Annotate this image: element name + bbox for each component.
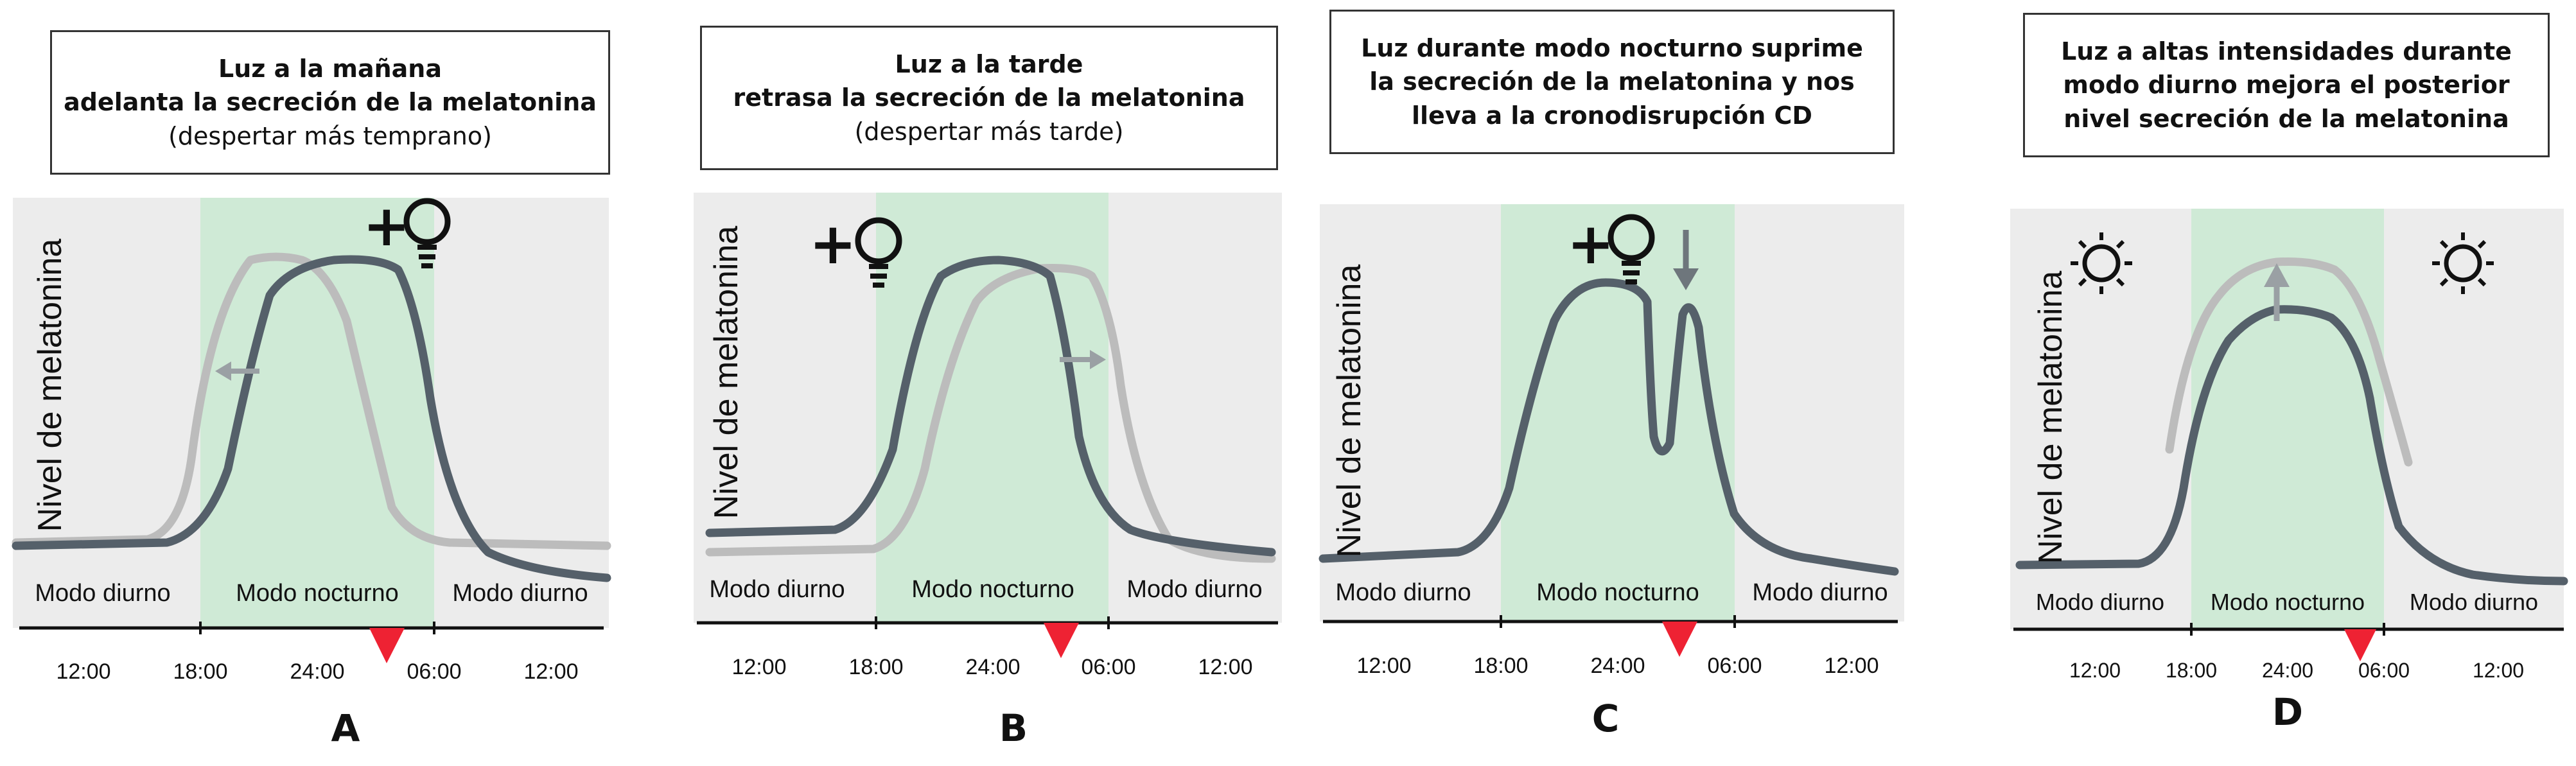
caption-line-3: (despertar más temprano): [168, 121, 492, 150]
melatonin-chart: Nivel de melatonina Modo diurno Modo noc…: [2010, 209, 2568, 682]
tick-label: 06:00: [1707, 654, 1762, 678]
tick-label: 24:00: [1590, 654, 1645, 678]
wake-time-marker: [1044, 623, 1079, 658]
caption-line-1: Luz a altas intensidades durante: [2061, 37, 2512, 65]
sun-icon: [2432, 232, 2494, 294]
panel-b: Luz a la tarde retrasa la secreción de l…: [694, 0, 1310, 766]
melatonin-chart: + Nivel de melatonina Modo diurno Modo n…: [694, 193, 1282, 679]
tick-label: 18:00: [1473, 654, 1528, 678]
melatonin-curve: [2015, 305, 2568, 586]
mode-label-day-1: Modo diurno: [35, 580, 170, 607]
tick-label: 18:00: [173, 659, 227, 684]
svg-text:+: +: [1567, 211, 1615, 277]
melatonin-chart: + Nivel de melatonina Modo diurno Modo n…: [1319, 204, 1904, 678]
mode-label-day-1: Modo diurno: [1335, 579, 1471, 606]
wake-time-marker: [2344, 629, 2376, 661]
caption-line-2: adelanta la secreción de la melatonina: [64, 88, 597, 117]
tick-label: 12:00: [1824, 654, 1879, 678]
tick-label: 12:00: [2069, 659, 2121, 682]
night-band: [2191, 209, 2384, 629]
melatonin-curve: [12, 255, 611, 582]
day-band-right: [1735, 204, 1904, 622]
caption-box: Luz durante modo nocturno suprime la sec…: [1329, 10, 1895, 154]
melatonin-curve: [1319, 278, 1899, 576]
tick-label: 06:00: [2358, 659, 2410, 682]
panel-letter: C: [1591, 697, 1620, 740]
arrow-up-icon: [2264, 263, 2290, 321]
mode-label-night: Modo nocturno: [911, 576, 1074, 603]
mode-label-day-2: Modo diurno: [1752, 579, 1888, 606]
tick-label: 12:00: [2473, 659, 2524, 682]
caption-line-3: (despertar más tarde): [854, 117, 1124, 146]
panel-letter: D: [2272, 690, 2304, 734]
svg-text:+: +: [809, 211, 857, 277]
y-axis-label: Nivel de melatonina: [708, 226, 745, 519]
caption-box: Luz a la mañana adelanta la secreción de…: [50, 30, 610, 175]
tick-label: 24:00: [965, 655, 1020, 679]
mode-label-day-2: Modo diurno: [1126, 576, 1262, 603]
mode-label-day-2: Modo diurno: [2410, 589, 2538, 615]
tick-label: 06:00: [407, 659, 461, 684]
tick-label: 12:00: [56, 659, 110, 684]
shifted-melatonin-curve: [12, 252, 611, 550]
caption-line-3: nivel secreción de la melatonina: [2063, 104, 2509, 133]
shifted-melatonin-curve: [705, 264, 1276, 563]
mode-label-day-1: Modo diurno: [2036, 589, 2164, 615]
tick-label: 12:00: [1198, 655, 1252, 679]
panel-c: Luz durante modo nocturno suprime la sec…: [1310, 0, 1920, 766]
day-band-right: [434, 198, 609, 628]
arrow-left-icon: [215, 361, 259, 381]
panel-letter: A: [331, 706, 360, 750]
mode-label-night: Modo nocturno: [2211, 589, 2365, 615]
wake-time-marker: [369, 628, 405, 663]
tick-label: 06:00: [1081, 655, 1135, 679]
tick-label: 18:00: [848, 655, 903, 679]
plus-bulb-icon: +: [1567, 211, 1655, 284]
caption-line-2: la secreción de la melatonina y nos: [1369, 67, 1855, 96]
arrow-down-icon: [1673, 230, 1699, 290]
mode-label-day-1: Modo diurno: [709, 576, 845, 603]
tick-label: 24:00: [2262, 659, 2313, 682]
melatonin-chart: + Nivel de melatonina Modo diurno Modo n…: [12, 193, 611, 684]
mode-label-day-2: Modo diurno: [452, 580, 588, 607]
melatonin-curve: [705, 256, 1276, 557]
panel-a: Luz a la mañana adelanta la secreción de…: [0, 0, 642, 766]
svg-text:+: +: [363, 193, 410, 259]
day-band-left: [13, 198, 200, 628]
shifted-melatonin-curve: [2165, 257, 2413, 467]
mode-label-night: Modo nocturno: [1536, 579, 1699, 606]
tick-label: 12:00: [732, 655, 786, 679]
arrow-right-icon: [1060, 350, 1106, 369]
caption-line-1: Luz a la tarde: [895, 49, 1083, 78]
mode-label-night: Modo nocturno: [236, 580, 399, 607]
caption-line-1: Luz a la mañana: [218, 54, 442, 83]
caption-line-2: modo diurno mejora el posterior: [2063, 71, 2510, 100]
caption-line-3: lleva a la cronodisrupción CD: [1412, 101, 1812, 130]
caption-box: Luz a la tarde retrasa la secreción de l…: [700, 26, 1278, 170]
panel-letter: B: [999, 706, 1028, 750]
caption-line-2: retrasa la secreción de la melatonina: [733, 83, 1245, 112]
y-axis-label: Nivel de melatonina: [1331, 265, 1368, 558]
panel-d: Luz a altas intensidades durante modo di…: [2010, 0, 2576, 766]
y-axis-label: Nivel de melatonina: [2032, 271, 2069, 564]
sun-icon: [2071, 232, 2132, 294]
tick-label: 24:00: [290, 659, 344, 684]
tick-label: 12:00: [1356, 654, 1411, 678]
wake-time-marker: [1662, 622, 1697, 657]
plus-bulb-icon: +: [363, 193, 451, 268]
y-axis-label: Nivel de melatonina: [31, 239, 69, 532]
day-band-right: [2384, 209, 2564, 629]
tick-label: 18:00: [2166, 659, 2217, 682]
plus-bulb-icon: +: [809, 211, 902, 288]
caption-box: Luz a altas intensidades durante modo di…: [2023, 13, 2550, 157]
tick-label: 12:00: [523, 659, 578, 684]
caption-line-1: Luz durante modo nocturno suprime: [1361, 33, 1863, 62]
night-band: [1501, 204, 1735, 622]
